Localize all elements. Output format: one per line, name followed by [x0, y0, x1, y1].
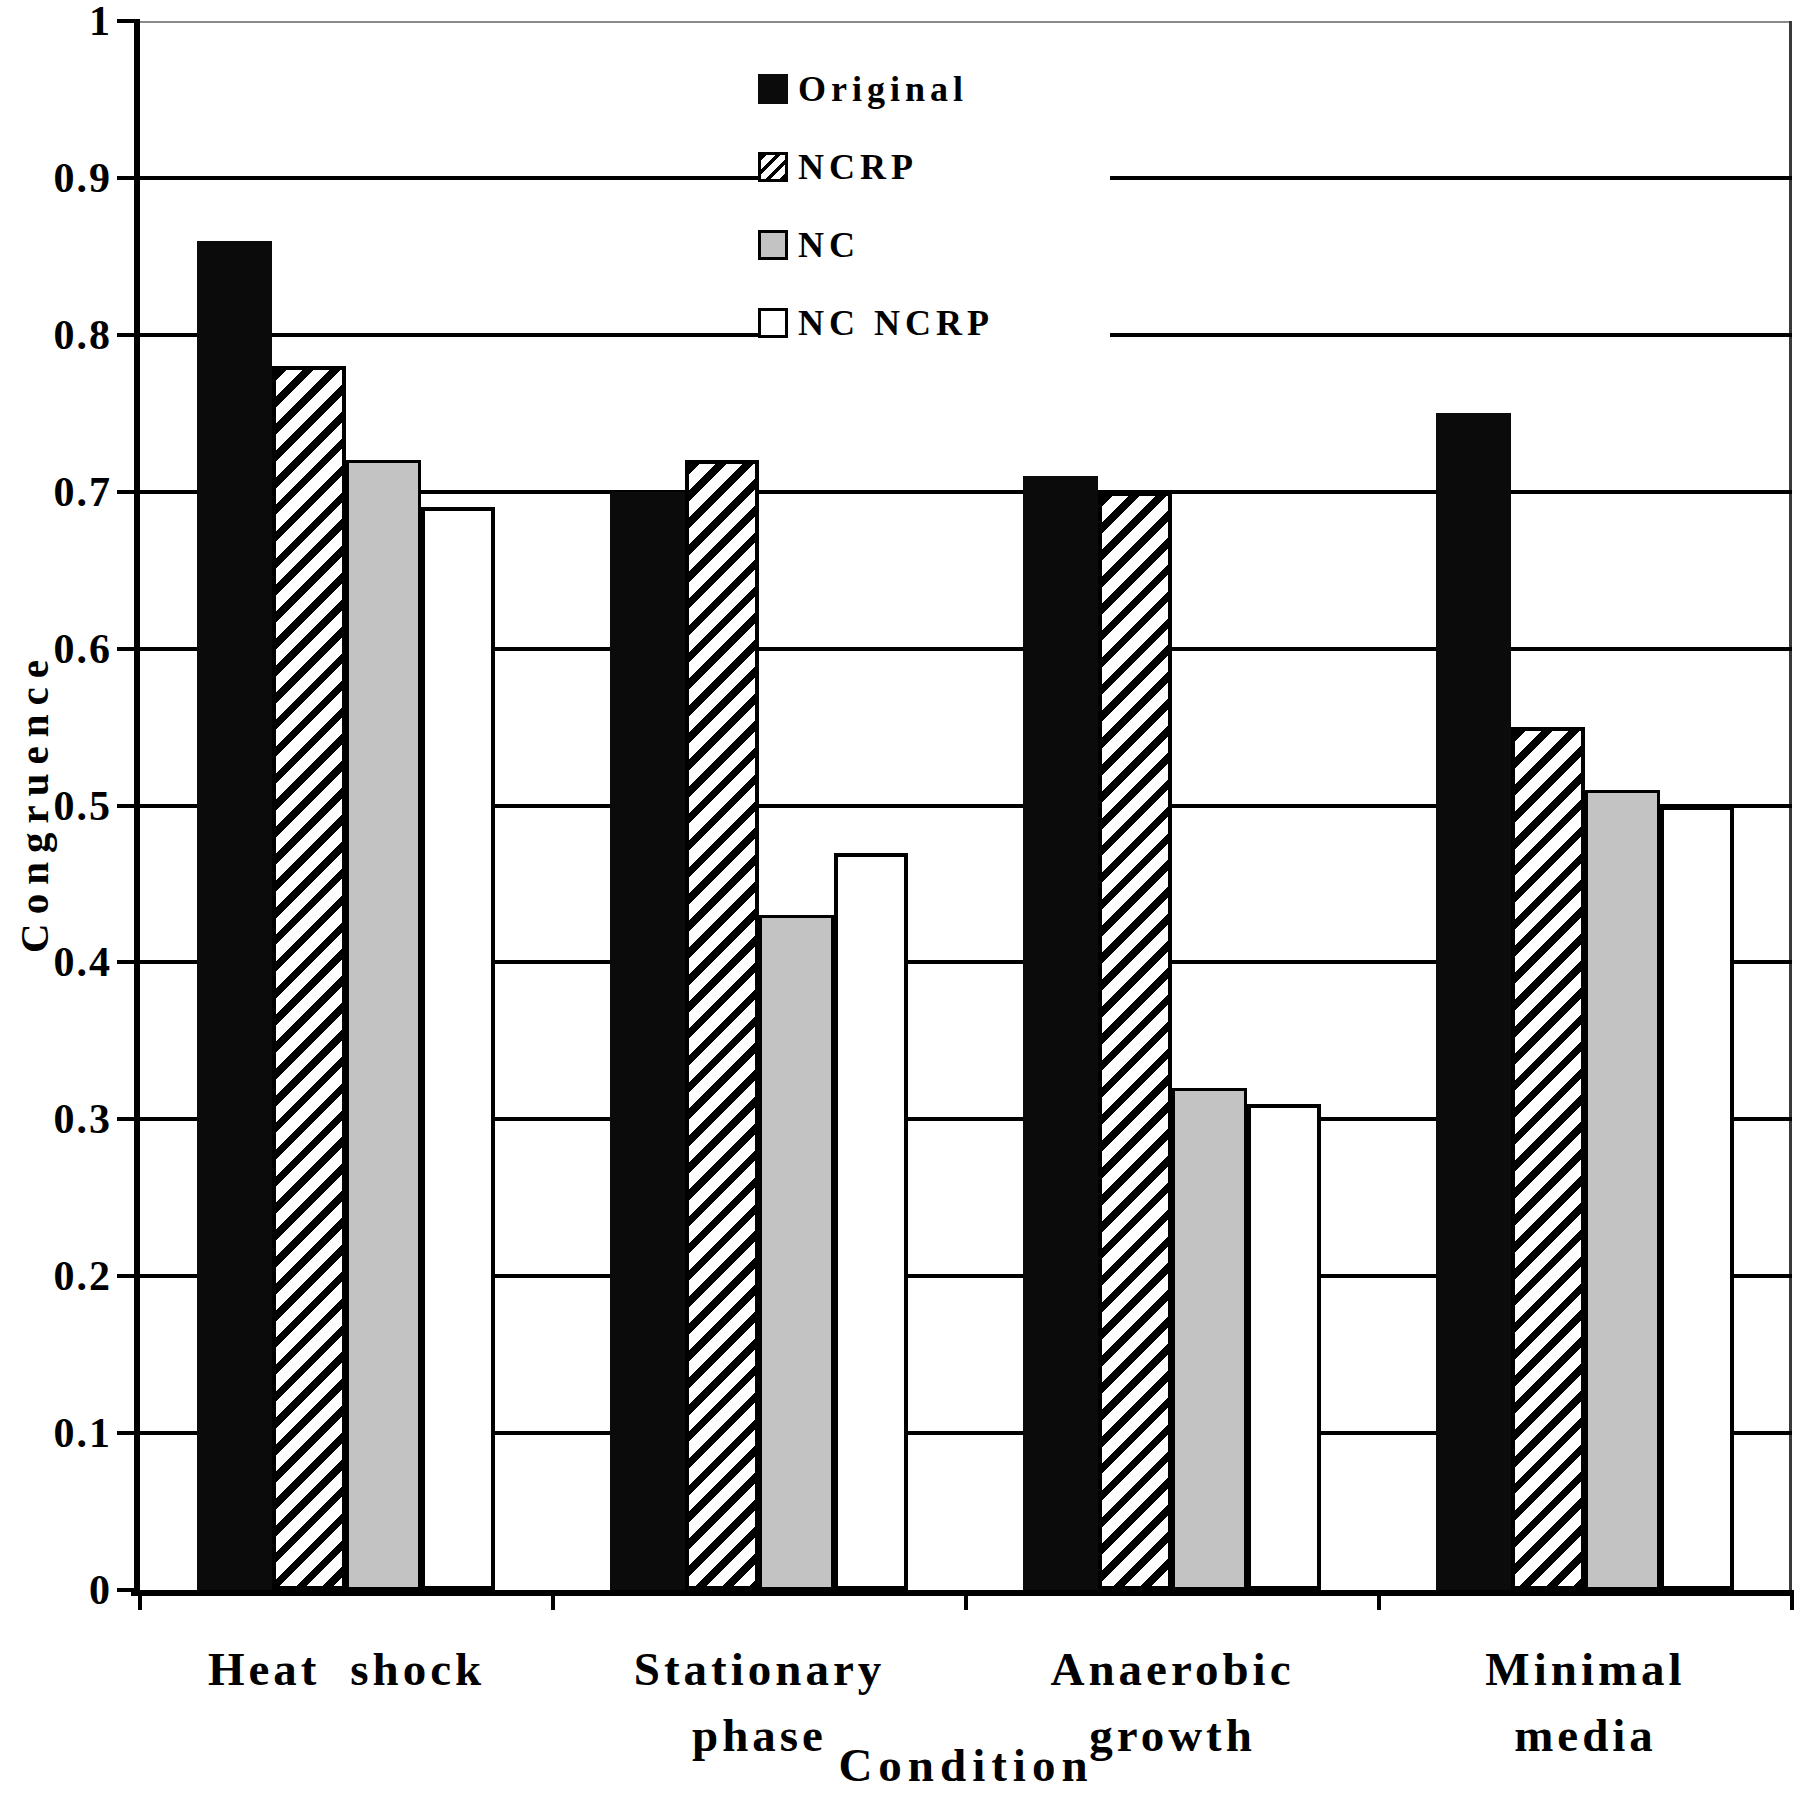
- x-axis-line: [131, 1590, 1792, 1596]
- category-label-text: Heat shock: [162, 1636, 532, 1702]
- legend-label-nc: NC: [788, 224, 860, 266]
- bar-nc-ncrp-stationary-phase: [834, 853, 909, 1590]
- bar-original-heat-shock: [197, 241, 272, 1590]
- legend-swatch-original-icon: [758, 74, 788, 104]
- y-tick-0.4: [117, 960, 134, 964]
- category-label-stationary-phase: Stationary phase: [553, 1636, 966, 1768]
- bar-nc-ncrp-heat-shock: [421, 507, 496, 1590]
- chart-legend: Original NCRP NC NC NCRP: [758, 42, 1110, 372]
- y-tick-label-0.3: 0.3: [0, 1095, 112, 1143]
- y-tick-0.3: [117, 1117, 134, 1121]
- y-tick-label-0.1: 0.1: [0, 1409, 112, 1457]
- bar-nc-ncrp-anaerobic-growth: [1247, 1104, 1322, 1590]
- bar-original-anaerobic-growth: [1023, 476, 1098, 1590]
- y-tick-label-0.5: 0.5: [0, 782, 112, 830]
- bar-nc-stationary-phase: [759, 915, 834, 1590]
- y-tick-0: [117, 1588, 134, 1592]
- legend-swatch-ncrp-icon: [758, 152, 788, 182]
- legend-item-nc-ncrp: NC NCRP: [758, 284, 1110, 362]
- y-tick-label-0.6: 0.6: [0, 625, 112, 673]
- y-axis-line: [134, 19, 140, 1592]
- legend-label-nc-ncrp: NC NCRP: [788, 302, 994, 344]
- legend-label-ncrp: NCRP: [788, 146, 918, 188]
- legend-label-original: Original: [788, 68, 968, 110]
- bar-nc-anaerobic-growth: [1172, 1088, 1247, 1590]
- legend-item-nc: NC: [758, 206, 1110, 284]
- y-tick-0.7: [117, 490, 134, 494]
- category-label-heat-shock: Heat shock: [140, 1636, 553, 1702]
- category-label-anaerobic-growth: Anaerobic growth: [966, 1636, 1379, 1768]
- x-tick-2: [964, 1590, 968, 1610]
- bar-nc-heat-shock: [346, 460, 421, 1590]
- bar-original-minimal-media: [1436, 413, 1511, 1590]
- y-tick-0.1: [117, 1431, 134, 1435]
- y-tick-label-0.2: 0.2: [0, 1252, 112, 1300]
- bar-ncrp-minimal-media: [1511, 727, 1586, 1590]
- y-tick-0.6: [117, 647, 134, 651]
- bar-ncrp-heat-shock: [272, 366, 347, 1590]
- bar-original-stationary-phase: [610, 492, 685, 1590]
- bar-ncrp-stationary-phase: [685, 460, 760, 1590]
- x-tick-4: [1790, 1590, 1794, 1610]
- y-tick-label-0.7: 0.7: [0, 468, 112, 516]
- y-tick-label-0.8: 0.8: [0, 311, 112, 359]
- y-tick-0.2: [117, 1274, 134, 1278]
- y-tick-0.8: [117, 333, 134, 337]
- legend-swatch-nc-ncrp-icon: [758, 308, 788, 338]
- category-label-minimal-media: Minimal media: [1379, 1636, 1792, 1768]
- bar-ncrp-anaerobic-growth: [1098, 492, 1173, 1590]
- category-label-text: Minimal media: [1401, 1636, 1771, 1768]
- x-tick-3: [1377, 1590, 1381, 1610]
- y-tick-label-1: 1: [0, 0, 112, 45]
- bar-chart-figure: OriginalNCRPNCNC NCRP Congruence Conditi…: [0, 0, 1799, 1800]
- bar-nc-ncrp-minimal-media: [1660, 806, 1735, 1591]
- y-tick-label-0.9: 0.9: [0, 154, 112, 202]
- legend-item-original: Original: [758, 50, 1110, 128]
- y-tick-label-0: 0: [0, 1566, 112, 1614]
- category-label-text: Stationary phase: [575, 1636, 945, 1768]
- x-tick-0: [138, 1590, 142, 1610]
- legend-item-ncrp: NCRP: [758, 128, 1110, 206]
- category-label-text: Anaerobic growth: [988, 1636, 1358, 1768]
- legend-swatch-nc-icon: [758, 230, 788, 260]
- y-tick-0.5: [117, 804, 134, 808]
- y-tick-label-0.4: 0.4: [0, 938, 112, 986]
- y-tick-1: [117, 19, 134, 23]
- bar-nc-minimal-media: [1585, 790, 1660, 1590]
- x-tick-1: [551, 1590, 555, 1610]
- plot-top-border: [140, 21, 1792, 23]
- y-tick-0.9: [117, 176, 134, 180]
